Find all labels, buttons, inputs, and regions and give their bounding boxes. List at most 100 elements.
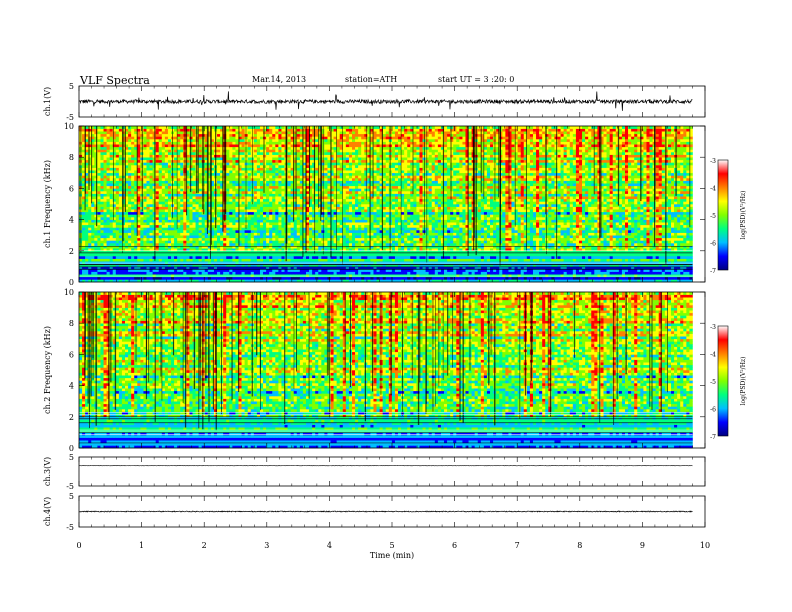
- spectrogram-cell: [146, 206, 150, 210]
- spectrogram-cell: [91, 157, 95, 161]
- spectrogram-cell: [180, 256, 184, 259]
- spectrogram-cell: [299, 149, 304, 153]
- spectrogram-cell: [305, 159, 310, 163]
- spectrogram-cell: [220, 261, 224, 265]
- spectrogram-cell: [137, 217, 141, 220]
- spectrogram-cell: [164, 217, 169, 220]
- spectrogram-cell: [180, 167, 184, 171]
- spectrogram-cell: [241, 185, 245, 189]
- spectrogram-cell: [247, 165, 252, 168]
- spectrogram-cell: [118, 256, 123, 259]
- spectrogram-cell: [241, 274, 245, 278]
- spectrogram-cell: [287, 146, 291, 150]
- spectrogram-cell: [118, 261, 123, 265]
- spectrogram-cell: [207, 274, 212, 278]
- spectrogram-cell: [287, 201, 291, 205]
- spectrogram-cell: [137, 269, 141, 272]
- spectrogram-cell: [186, 230, 190, 233]
- spectrogram-cell: [312, 152, 316, 155]
- spectrogram-cell: [125, 146, 129, 150]
- spectrogram-cell: [235, 152, 239, 155]
- spectrogram-cell: [302, 152, 307, 155]
- spectrogram-cell: [256, 136, 261, 140]
- spectrogram-cell: [82, 201, 86, 205]
- spectrogram-cell: [223, 240, 227, 244]
- spectrogram-cell: [167, 230, 172, 233]
- spectrogram-cell: [180, 219, 184, 223]
- spectrogram-cell: [118, 263, 123, 267]
- spectrogram-cell: [177, 253, 181, 257]
- spectrogram-cell: [109, 128, 114, 132]
- spectrogram-cell: [296, 222, 301, 226]
- spectrogram-cell: [143, 188, 147, 192]
- spectrogram-cell: [232, 230, 236, 233]
- spectrogram-cell: [281, 222, 285, 226]
- spectrogram-cell: [186, 144, 190, 148]
- spectrogram-cell: [85, 152, 89, 155]
- spectrogram-cell: [174, 237, 178, 241]
- spectrogram-cell: [140, 235, 144, 239]
- spectrogram-cell: [210, 144, 215, 148]
- spectrogram-cell: [97, 235, 101, 239]
- spectrogram-cell: [223, 250, 227, 254]
- spectrogram-cell: [293, 152, 298, 155]
- spectrogram-cell: [195, 232, 199, 236]
- spectrogram-cell: [293, 141, 298, 145]
- spectrogram-cell: [235, 209, 239, 213]
- spectrogram-cell: [210, 230, 215, 233]
- spectrogram-cell: [100, 269, 104, 272]
- spectrogram-cell: [125, 180, 129, 184]
- spectrogram-cell: [290, 196, 295, 200]
- spectrogram-cell: [201, 279, 206, 283]
- spectrogram-cell: [149, 191, 153, 194]
- spectrogram-cell: [293, 243, 298, 246]
- spectrogram-cell: [223, 269, 227, 272]
- spectrogram-cell: [244, 165, 249, 168]
- spectrogram-cell: [226, 193, 230, 197]
- spectrogram-cell: [305, 131, 310, 135]
- spectrogram-cell: [217, 193, 221, 197]
- spectrogram-cell: [266, 206, 270, 210]
- spectrogram-cell: [299, 172, 304, 176]
- spectrogram-cell: [195, 157, 199, 161]
- spectrogram-cell: [161, 256, 166, 259]
- spectrogram-cell: [232, 126, 236, 129]
- spectrogram-cell: [217, 172, 221, 176]
- spectrogram-cell: [296, 230, 301, 233]
- spectrogram-cell: [171, 240, 175, 244]
- spectrogram-cell: [235, 222, 239, 226]
- spectrogram-cell: [226, 185, 230, 189]
- spectrogram-cell: [82, 253, 86, 257]
- spectrogram-cell: [226, 250, 230, 254]
- spectrogram-cell: [174, 258, 178, 262]
- spectrogram-cell: [85, 157, 89, 161]
- spectrogram-cell: [256, 214, 261, 218]
- spectrogram-cell: [296, 162, 301, 166]
- spectrogram-cell: [213, 235, 218, 239]
- spectrogram-cell: [137, 219, 141, 223]
- spectrogram-cell: [177, 201, 181, 205]
- spectrogram-cell: [177, 180, 181, 184]
- spectrogram-cell: [281, 232, 285, 236]
- spectrogram-cell: [164, 271, 169, 275]
- spectrogram-cell: [115, 224, 120, 228]
- spectrogram-cell: [192, 253, 196, 257]
- spectrogram-cell: [207, 131, 212, 135]
- spectrogram-cell: [152, 240, 156, 244]
- spectrogram-cell: [103, 172, 107, 176]
- spectrogram-cell: [275, 162, 279, 166]
- spectrogram-cell: [177, 154, 181, 158]
- spectrogram-cell: [207, 240, 212, 244]
- spectrogram-cell: [229, 243, 233, 246]
- spectrogram-cell: [241, 253, 245, 257]
- spectrogram-cell: [112, 211, 117, 215]
- spectrogram-cell: [100, 159, 104, 163]
- spectrogram-cell: [195, 258, 199, 262]
- spectrogram-cell: [180, 157, 184, 161]
- spectrogram-cell: [315, 230, 319, 233]
- spectrogram-cell: [152, 232, 156, 236]
- spectrogram-cell: [177, 152, 181, 155]
- spectrogram-cell: [229, 250, 233, 254]
- spectrogram-cell: [88, 232, 92, 236]
- spectrogram-cell: [180, 230, 184, 233]
